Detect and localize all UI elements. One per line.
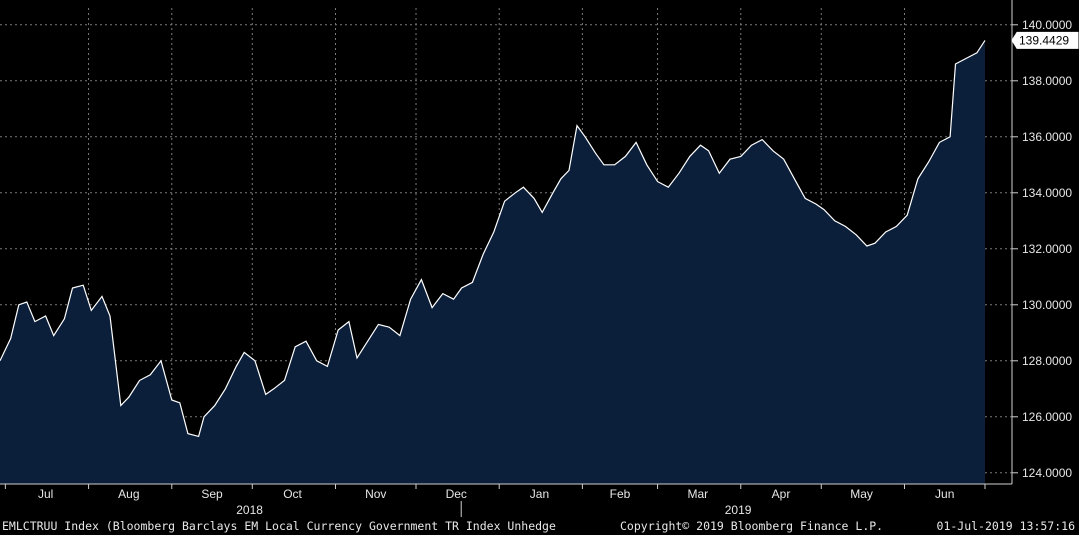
series-area bbox=[0, 40, 985, 485]
series-line bbox=[0, 40, 986, 438]
footer-bar: EMLCTRUU Index (Bloomberg Barclays EM Lo… bbox=[0, 517, 1079, 535]
y-tick-label: 138.0000 bbox=[1022, 74, 1072, 88]
last-value-label: 139.4429 bbox=[1011, 31, 1079, 49]
price-chart: 124.0000 126.0000 128.0000 130.0000 132.0000… bbox=[0, 0, 1079, 517]
y-tick-label: 130.0000 bbox=[1022, 298, 1072, 312]
x-tick-label: May bbox=[850, 487, 873, 501]
x-tick-label: Dec bbox=[446, 487, 467, 501]
timestamp: 01-Jul-2019 13:57:16 bbox=[936, 519, 1075, 533]
year-label: 2019 bbox=[725, 503, 752, 517]
y-tick-label: 124.0000 bbox=[1022, 466, 1072, 480]
year-label: 2018 bbox=[236, 503, 263, 517]
y-tick-label: 132.0000 bbox=[1022, 242, 1072, 256]
y-axis: 124.0000 126.0000 128.0000 130.0000 132.0000… bbox=[1011, 0, 1072, 484]
x-tick-label: Jul bbox=[38, 487, 53, 501]
x-tick-label: Jun bbox=[935, 487, 954, 501]
y-tick-label: 134.0000 bbox=[1022, 186, 1072, 200]
x-tick-label: Feb bbox=[610, 487, 631, 501]
copyright-text: Copyright© 2019 Bloomberg Finance L.P. bbox=[620, 519, 884, 533]
x-tick-label: Nov bbox=[365, 487, 386, 501]
last-value-text: 139.4429 bbox=[1019, 33, 1069, 47]
index-description: EMLCTRUU Index (Bloomberg Barclays EM Lo… bbox=[2, 519, 556, 533]
x-tick-label: Oct bbox=[283, 487, 302, 501]
x-tick-label: Apr bbox=[772, 487, 791, 501]
x-axis: Jul Aug Sep Oct Nov Dec Jan Feb Mar Apr May Jun 2018… bbox=[0, 483, 1012, 517]
y-tick-label: 136.0000 bbox=[1022, 130, 1072, 144]
y-tick-label: 126.0000 bbox=[1022, 410, 1072, 424]
last-value-box bbox=[1011, 31, 1079, 49]
x-tick-label: Sep bbox=[201, 487, 223, 501]
x-tick-label: Jan bbox=[530, 487, 549, 501]
x-tick-label: Aug bbox=[118, 487, 139, 501]
y-tick-label: 140.0000 bbox=[1022, 18, 1072, 32]
x-tick-label: Mar bbox=[687, 487, 708, 501]
y-tick-label: 128.0000 bbox=[1022, 354, 1072, 368]
